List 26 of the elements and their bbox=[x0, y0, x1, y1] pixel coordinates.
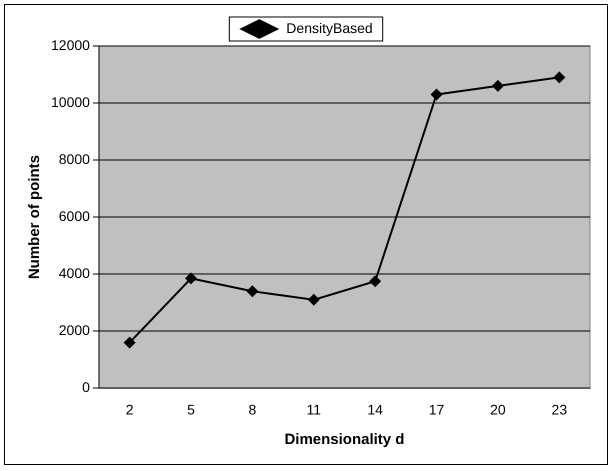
x-tick-label: 11 bbox=[306, 401, 322, 418]
x-tick-label: 8 bbox=[248, 401, 256, 418]
point bbox=[492, 80, 504, 92]
x-tick-label: 5 bbox=[187, 401, 196, 418]
y-tick-label: 12000 bbox=[50, 36, 90, 53]
x-tick-label: 2 bbox=[126, 401, 134, 418]
y-tick-label: 2000 bbox=[58, 322, 90, 338]
point bbox=[553, 71, 566, 84]
x-axis-title: Dimensionality d bbox=[284, 431, 404, 448]
point bbox=[246, 285, 258, 298]
y-tick-label: 8000 bbox=[58, 150, 90, 167]
legend-label: DensityBased bbox=[286, 20, 373, 36]
y-tick-label: 4000 bbox=[58, 264, 90, 281]
x-tick-label: 14 bbox=[367, 401, 384, 418]
x-tick-label: 20 bbox=[490, 401, 506, 418]
y-tick-label: 0 bbox=[82, 379, 90, 396]
point bbox=[185, 272, 198, 284]
y-tick-label: 10000 bbox=[50, 94, 90, 110]
point bbox=[430, 88, 443, 100]
x-tick-label: 23 bbox=[552, 401, 568, 418]
point bbox=[124, 336, 136, 349]
x-tick-label: 17 bbox=[428, 401, 445, 418]
y-axis-title: Number of points bbox=[26, 155, 44, 280]
y-tick-label: 6000 bbox=[58, 208, 90, 224]
point bbox=[308, 294, 320, 306]
point bbox=[369, 275, 382, 288]
